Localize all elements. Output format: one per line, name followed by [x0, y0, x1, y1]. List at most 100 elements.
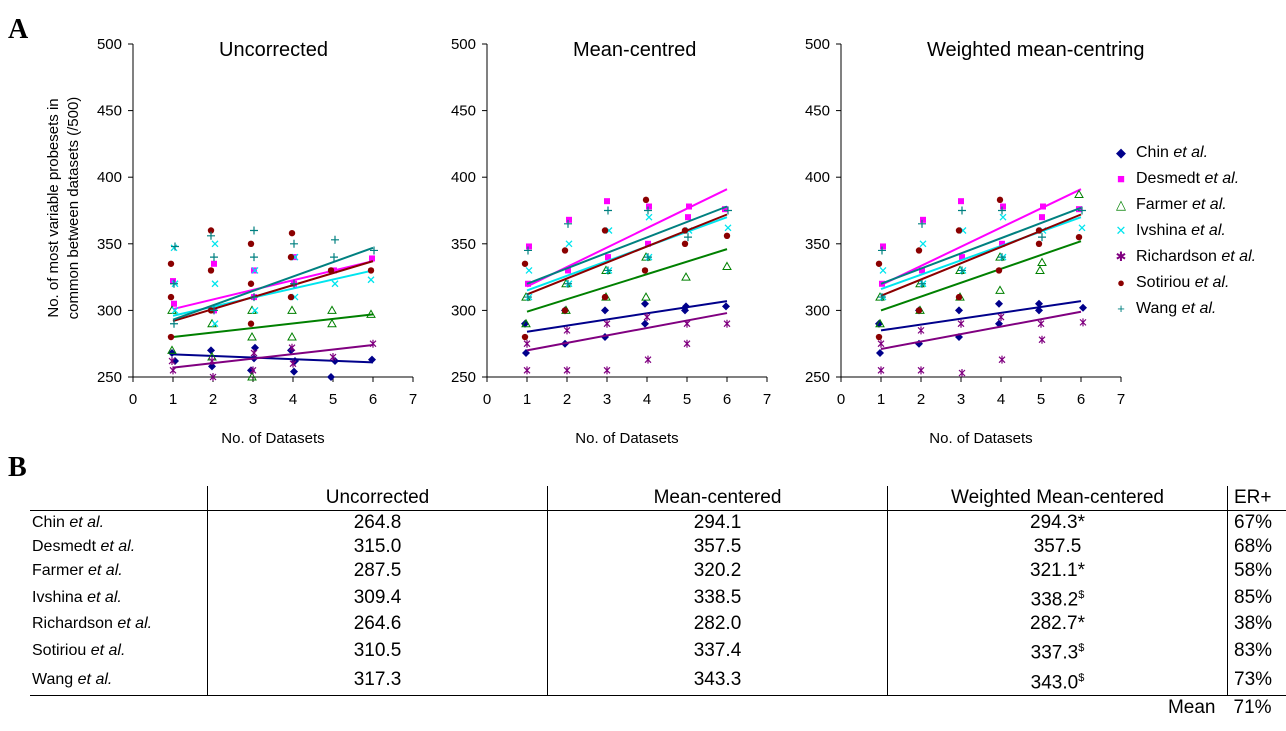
- table-row: Wang et al. 317.3 343.3 343.0$ 73%: [30, 665, 1286, 696]
- series-richardson: [877, 310, 1087, 378]
- x-tick-label: 1: [877, 391, 885, 408]
- data-point: [251, 267, 257, 274]
- chart-legend: ◆ Chin et al. ■ Desmedt et al. △ Farmer et al…: [1112, 140, 1257, 322]
- data-point: [170, 279, 178, 288]
- data-point: [288, 343, 296, 352]
- data-point: [959, 254, 965, 261]
- charts-area: No. of most variable probesets in common…: [45, 36, 1145, 447]
- y-tick-label: 450: [805, 103, 830, 120]
- data-point: [919, 267, 925, 274]
- data-point: [563, 326, 571, 335]
- data-point: [524, 293, 532, 302]
- mean-centered-value: 338.5: [547, 583, 888, 613]
- legend-label: Farmer et al.: [1136, 196, 1227, 213]
- data-point: [919, 240, 927, 248]
- weighted-value: 321.1*: [887, 559, 1228, 583]
- mean-centered-value: 320.2: [547, 559, 888, 583]
- mean-centered-value: 337.4: [547, 636, 888, 666]
- data-point: [644, 253, 652, 262]
- x-tick-label: 0: [837, 391, 845, 408]
- chart-title: Mean-centred: [573, 39, 696, 61]
- data-point: [1039, 214, 1045, 221]
- x-tick-label: 2: [209, 391, 217, 408]
- er-positive-value: 83%: [1234, 639, 1273, 661]
- data-point: [247, 371, 257, 381]
- data-point: [646, 203, 652, 210]
- data-point: [683, 339, 691, 348]
- data-point: [290, 367, 298, 376]
- weighted-value: 294.3*: [887, 510, 1228, 535]
- mean-centered-value: 343.3: [547, 665, 888, 696]
- x-tick-label: 1: [523, 391, 531, 408]
- data-point: [601, 306, 609, 315]
- data-point: [1000, 203, 1006, 210]
- x-tick-label: 3: [603, 391, 611, 408]
- significance-mark: *: [1077, 560, 1085, 581]
- dataset-name: Ivshina et al.: [30, 583, 208, 613]
- table-row: Sotiriou et al. 310.5 337.4 337.3$ 83%: [30, 636, 1286, 666]
- data-point: [958, 369, 966, 378]
- data-point: [880, 243, 886, 250]
- data-point: [167, 260, 175, 267]
- data-point: [211, 280, 219, 288]
- x-tick-label: 6: [369, 391, 377, 408]
- significance-mark: *: [1077, 613, 1085, 635]
- legend-label: Desmedt et al.: [1136, 170, 1240, 187]
- weighted-value: 282.7*: [887, 612, 1228, 637]
- data-point: [207, 346, 215, 355]
- data-point: [685, 214, 691, 221]
- table-header-empty: [30, 486, 208, 511]
- data-point: [1079, 303, 1087, 312]
- legend-label: Chin et al.: [1136, 144, 1209, 161]
- data-point: [327, 373, 335, 381]
- uncorrected-value: 317.3: [207, 665, 548, 696]
- data-point: [918, 279, 926, 288]
- y-tick-label: 250: [97, 369, 122, 386]
- data-point: [561, 307, 569, 314]
- dataset-name: Richardson et al.: [30, 612, 208, 637]
- dataset-name: Farmer et al.: [30, 559, 208, 583]
- data-point: [604, 206, 612, 215]
- data-point: [526, 243, 532, 250]
- legend-item-sotiriou: ● Sotiriou et al.: [1112, 270, 1256, 296]
- y-tick-label: 450: [97, 103, 122, 120]
- data-point: [171, 242, 179, 251]
- data-point: [917, 366, 925, 375]
- y-tick-label: 500: [805, 36, 830, 53]
- trend-line: [880, 240, 1082, 312]
- data-point: [681, 272, 691, 281]
- scatter-chart-1: Uncorrected 250 300 350 400 450 500 0 1 2 3 4 5 6 7 No.…: [97, 36, 417, 447]
- trend-line: [880, 188, 1082, 286]
- table-header-uncorrected: Uncorrected: [207, 486, 548, 511]
- data-point: [915, 247, 923, 254]
- data-point: [250, 226, 258, 235]
- data-point: [524, 246, 532, 255]
- legend-marker-icon: +: [1117, 301, 1125, 316]
- legend-label: Ivshina et al.: [1136, 222, 1226, 239]
- mean-row: Mean 71%: [30, 695, 1286, 720]
- data-point: [641, 267, 649, 274]
- data-point: [1078, 224, 1086, 232]
- data-point: [603, 319, 611, 328]
- data-point: [641, 292, 651, 301]
- dataset-name: Desmedt et al.: [30, 535, 208, 559]
- chart-title: Weighted mean-centring: [927, 39, 1145, 61]
- y-tick-label: 350: [805, 236, 830, 253]
- scatter-chart-3: Weighted mean-centring250300350400450500…: [805, 36, 1145, 447]
- uncorrected-value: 310.5: [207, 636, 548, 666]
- mean-centered-value: 294.1: [547, 510, 888, 535]
- panel-b-label: B: [8, 452, 27, 483]
- x-tick-label: 0: [129, 391, 137, 408]
- trend-line: [172, 353, 374, 364]
- data-point: [521, 333, 529, 341]
- data-point: [171, 306, 179, 314]
- data-point: [207, 267, 215, 274]
- trend-line: [880, 310, 1082, 351]
- data-point: [1038, 335, 1046, 344]
- data-point: [999, 240, 1005, 247]
- data-point: [995, 299, 1003, 308]
- table-row: Farmer et al. 287.5 320.2 321.1* 58%: [30, 559, 1286, 583]
- data-point: [327, 305, 337, 314]
- data-point: [329, 353, 337, 362]
- data-point: [250, 253, 258, 262]
